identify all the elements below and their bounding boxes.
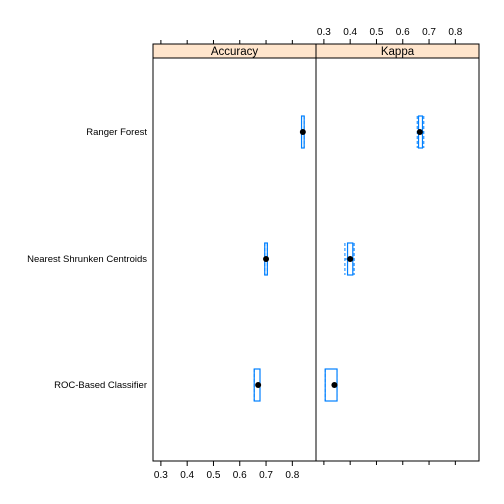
strip-label-kappa: Kappa	[381, 46, 415, 58]
box-accuracy-0	[300, 116, 306, 148]
x-tick-label-accuracy: 0.3	[154, 470, 168, 481]
category-label: Nearest Shrunken Centroids	[27, 254, 147, 265]
strip-label-accuracy: Accuracy	[211, 46, 259, 58]
x-tick-label-kappa: 0.4	[343, 27, 357, 38]
x-tick-label-accuracy: 0.6	[233, 470, 247, 481]
box-accuracy-1	[263, 243, 269, 275]
x-tick-label-kappa: 0.6	[396, 27, 410, 38]
median-dot	[300, 129, 306, 135]
median-dot	[347, 256, 353, 262]
median-dot	[417, 129, 423, 135]
median-dot	[263, 256, 269, 262]
box-kappa-1	[345, 243, 354, 275]
x-tick-label-accuracy: 0.5	[207, 470, 221, 481]
x-tick-label-kappa: 0.7	[422, 27, 436, 38]
box-kappa-0	[417, 116, 424, 148]
x-tick-label-accuracy: 0.8	[285, 470, 299, 481]
median-dot	[255, 382, 261, 388]
x-tick-label-kappa: 0.5	[370, 27, 384, 38]
category-label: ROC-Based Classifier	[54, 380, 147, 391]
box-accuracy-2	[254, 369, 261, 401]
x-tick-label-kappa: 0.8	[448, 27, 462, 38]
axes: 0.3 0.4 0.5 0.6 0.7 0.8 0.3 0.4 0.5 0.6 0.7 0.8	[154, 27, 463, 481]
category-labels: Ranger Forest Nearest Shrunken Centroids R…	[27, 127, 147, 391]
x-tick-label-accuracy: 0.7	[259, 470, 273, 481]
boxes	[254, 116, 424, 401]
panel-frame-kappa	[316, 58, 479, 461]
x-tick-label-accuracy: 0.4	[180, 470, 194, 481]
category-label: Ranger Forest	[86, 127, 147, 138]
panel-frame-accuracy	[153, 58, 316, 461]
panel-strips: Accuracy Kappa	[153, 44, 479, 58]
median-dot	[331, 382, 337, 388]
panel-frames	[153, 58, 479, 461]
box-kappa-2	[325, 369, 337, 401]
x-tick-label-kappa: 0.3	[317, 27, 331, 38]
